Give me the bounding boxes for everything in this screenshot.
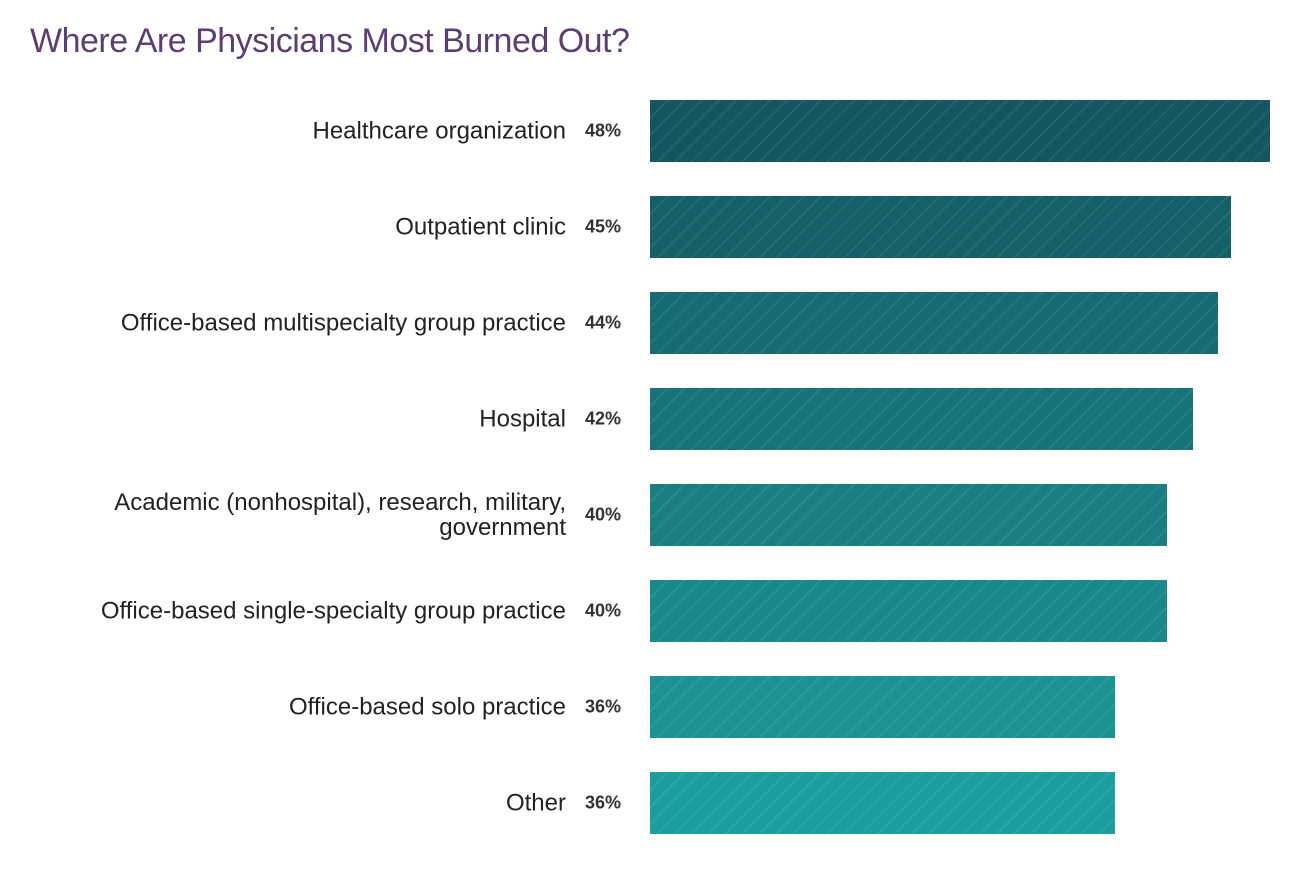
category-label: Office-based multispecialty group practi… [120,309,566,337]
bar [650,676,1115,738]
category-label: Office-based solo practice [288,693,566,721]
category-label: Hospital [479,405,566,433]
category-label: Outpatient clinic [395,213,566,241]
value-label: 45% [585,216,622,237]
bar [650,484,1167,546]
category-label: Office-based single-specialty group prac… [100,597,566,625]
category-label: Healthcare organization [312,117,567,145]
value-label: 40% [585,600,622,621]
bar [650,292,1219,354]
category-label: Academic (nonhospital), research, milita… [114,489,566,541]
bar [650,100,1270,162]
bar [650,196,1232,258]
value-label: 40% [585,504,622,525]
value-label: 42% [585,408,622,429]
value-label: 36% [585,792,622,813]
bar [650,772,1115,834]
bar [650,580,1167,642]
category-label: Other [505,789,566,817]
value-label: 48% [585,120,622,141]
value-label: 44% [585,312,622,333]
bar [650,388,1193,450]
value-label: 36% [585,696,622,717]
chart-title: Where Are Physicians Most Burned Out? [30,22,630,60]
